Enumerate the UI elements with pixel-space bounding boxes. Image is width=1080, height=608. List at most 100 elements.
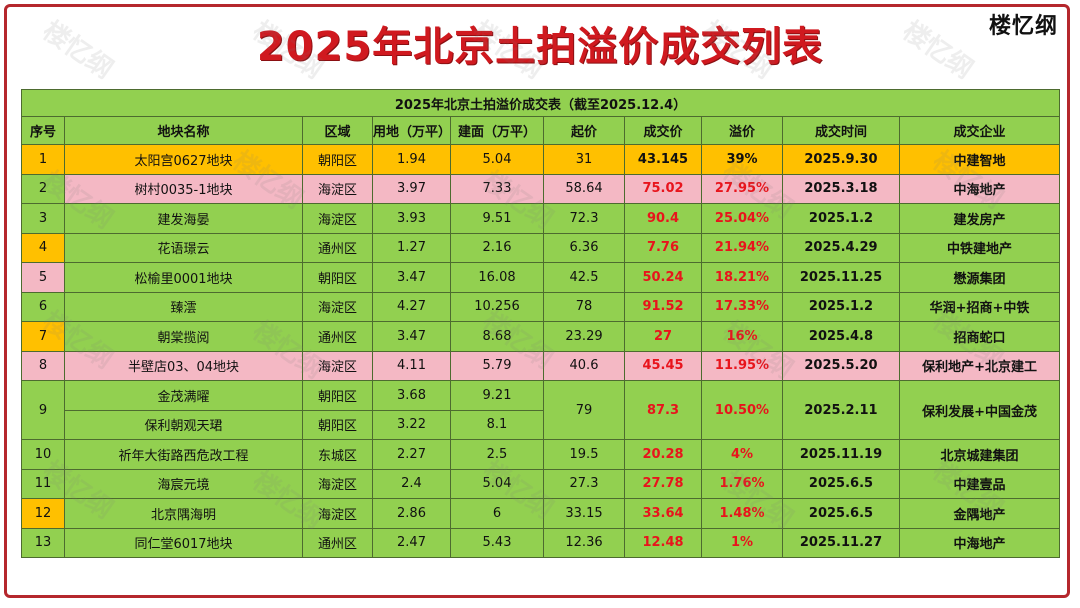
cell-company: 保利地产+北京建工 bbox=[898, 350, 1061, 381]
cell-land: 4.27 bbox=[372, 291, 451, 322]
cell-name: 祈年大街路西危改工程 bbox=[64, 439, 303, 470]
cell-date: 2025.1.2 bbox=[782, 203, 900, 234]
cell-name: 半壁店03、04地块 bbox=[64, 350, 303, 381]
header-name: 地块名称 bbox=[64, 116, 303, 145]
cell-premium: 10.50% bbox=[701, 380, 783, 440]
cell-premium: 1% bbox=[701, 527, 783, 558]
cell-gfa: 16.08 bbox=[450, 262, 544, 293]
cell-company: 懋源集团 bbox=[898, 262, 1061, 293]
cell-district: 朝阳区 bbox=[302, 409, 373, 440]
cell-name: 太阳宫0627地块 bbox=[64, 144, 303, 175]
cell-date: 2025.4.29 bbox=[782, 232, 900, 263]
cell-district: 海淀区 bbox=[302, 468, 373, 499]
cell-land: 4.11 bbox=[372, 350, 451, 381]
cell-company: 中海地产 bbox=[898, 173, 1061, 204]
cell-name: 保利朝观天珺 bbox=[64, 409, 303, 440]
cell-date: 2025.9.30 bbox=[782, 144, 900, 175]
cell-deal: 12.48 bbox=[624, 527, 702, 558]
cell-date: 2025.1.2 bbox=[782, 291, 900, 322]
table-row: 3 建发海晏 海淀区 3.93 9.51 72.3 90.4 25.04% 2025.1.2 建发… bbox=[21, 203, 1061, 234]
table-caption: 2025年北京土拍溢价成交表（截至2025.12.4） bbox=[20, 89, 1061, 117]
cell-deal: 27.78 bbox=[624, 468, 702, 499]
cell-company: 中建壹品 bbox=[898, 468, 1061, 499]
land-auction-table: 2025年北京土拍溢价成交表（截至2025.12.4） 序号 地块名称 区域 用… bbox=[20, 89, 1061, 558]
cell-start: 40.6 bbox=[543, 350, 625, 381]
cell-no: 13 bbox=[21, 527, 65, 558]
cell-company: 北京城建集团 bbox=[898, 439, 1061, 470]
cell-deal: 20.28 bbox=[624, 439, 702, 470]
cell-land: 3.68 bbox=[372, 380, 451, 411]
cell-start: 78 bbox=[543, 291, 625, 322]
cell-no: 6 bbox=[21, 291, 65, 322]
cell-land: 2.47 bbox=[372, 527, 451, 558]
cell-premium: 27.95% bbox=[701, 173, 783, 204]
table-row: 11 海宸元境 海淀区 2.4 5.04 27.3 27.78 1.76% 2025.6.5 中建… bbox=[21, 468, 1061, 499]
cell-company: 金隅地产 bbox=[898, 498, 1061, 529]
cell-gfa: 6 bbox=[450, 498, 544, 529]
cell-name: 北京隅海明 bbox=[64, 498, 303, 529]
cell-land: 2.27 bbox=[372, 439, 451, 470]
cell-district: 朝阳区 bbox=[302, 380, 373, 411]
cell-deal: 45.45 bbox=[624, 350, 702, 381]
cell-date: 2025.11.19 bbox=[782, 439, 900, 470]
cell-start: 23.29 bbox=[543, 321, 625, 352]
cell-start: 72.3 bbox=[543, 203, 625, 234]
cell-start: 12.36 bbox=[543, 527, 625, 558]
cell-date: 2025.5.20 bbox=[782, 350, 900, 381]
cell-land: 3.22 bbox=[372, 409, 451, 440]
cell-deal: 7.76 bbox=[624, 232, 702, 263]
cell-district: 海淀区 bbox=[302, 291, 373, 322]
cell-date: 2025.3.18 bbox=[782, 173, 900, 204]
cell-gfa: 5.43 bbox=[450, 527, 544, 558]
cell-deal: 33.64 bbox=[624, 498, 702, 529]
cell-no: 11 bbox=[21, 468, 65, 499]
cell-district: 朝阳区 bbox=[302, 262, 373, 293]
cell-no: 5 bbox=[21, 262, 65, 293]
table-row: 12 北京隅海明 海淀区 2.86 6 33.15 33.64 1.48% 2025.6.5 金隅… bbox=[21, 498, 1061, 529]
cell-no: 8 bbox=[21, 350, 65, 381]
header-no: 序号 bbox=[21, 116, 65, 145]
cell-gfa: 7.33 bbox=[450, 173, 544, 204]
cell-start: 79 bbox=[543, 380, 625, 440]
cell-start: 58.64 bbox=[543, 173, 625, 204]
cell-premium: 1.48% bbox=[701, 498, 783, 529]
cell-gfa: 5.79 bbox=[450, 350, 544, 381]
table-row: 8 半壁店03、04地块 海淀区 4.11 5.79 40.6 45.45 11.95% 202… bbox=[21, 350, 1061, 381]
cell-district: 朝阳区 bbox=[302, 144, 373, 175]
cell-district: 通州区 bbox=[302, 527, 373, 558]
cell-date: 2025.6.5 bbox=[782, 468, 900, 499]
table-row: 1 太阳宫0627地块 朝阳区 1.94 5.04 31 43.145 39% 2025.9.3… bbox=[21, 144, 1061, 175]
table-row: 2 树村0035-1地块 海淀区 3.97 7.33 58.64 75.02 27.95% 20… bbox=[21, 173, 1061, 204]
cell-company: 保利发展+中国金茂 bbox=[898, 380, 1061, 440]
cell-gfa: 9.51 bbox=[450, 203, 544, 234]
cell-no: 12 bbox=[21, 498, 65, 529]
table-row: 7 朝棠揽阅 通州区 3.47 8.68 23.29 27 16% 2025.4.8 招商蛇口 bbox=[21, 321, 1061, 352]
table-row: 10 祈年大街路西危改工程 东城区 2.27 2.5 19.5 20.28 4% 2025.11… bbox=[21, 439, 1061, 470]
cell-gfa: 2.5 bbox=[450, 439, 544, 470]
cell-deal: 43.145 bbox=[624, 144, 702, 175]
header-premium: 溢价 bbox=[701, 116, 783, 145]
cell-premium: 11.95% bbox=[701, 350, 783, 381]
cell-district: 东城区 bbox=[302, 439, 373, 470]
table-row: 6 臻澐 海淀区 4.27 10.256 78 91.52 17.33% 2025.1.2 华润+… bbox=[21, 291, 1061, 322]
cell-gfa: 8.1 bbox=[450, 409, 544, 440]
cell-premium: 4% bbox=[701, 439, 783, 470]
cell-district: 通州区 bbox=[302, 232, 373, 263]
cell-premium: 39% bbox=[701, 144, 783, 175]
cell-land: 3.47 bbox=[372, 321, 451, 352]
cell-land: 1.94 bbox=[372, 144, 451, 175]
cell-gfa: 9.21 bbox=[450, 380, 544, 411]
cell-name: 海宸元境 bbox=[64, 468, 303, 499]
cell-district: 海淀区 bbox=[302, 498, 373, 529]
cell-name: 建发海晏 bbox=[64, 203, 303, 234]
cell-gfa: 5.04 bbox=[450, 144, 544, 175]
header-district: 区域 bbox=[302, 116, 373, 145]
table-row: 保利朝观天珺 朝阳区 3.22 8.1 bbox=[22, 409, 1060, 440]
page-title: 2025年北京土拍溢价成交列表 bbox=[256, 24, 824, 70]
cell-gfa: 8.68 bbox=[450, 321, 544, 352]
cell-name: 朝棠揽阅 bbox=[64, 321, 303, 352]
cell-company: 中铁建地产 bbox=[898, 232, 1061, 263]
table-row: 9 金茂满曜 朝阳区 3.68 9.21 79 87.3 10.50% 2025.2.11 保利发… bbox=[21, 380, 1061, 440]
cell-no: 7 bbox=[21, 321, 65, 352]
cell-no: 3 bbox=[21, 203, 65, 234]
